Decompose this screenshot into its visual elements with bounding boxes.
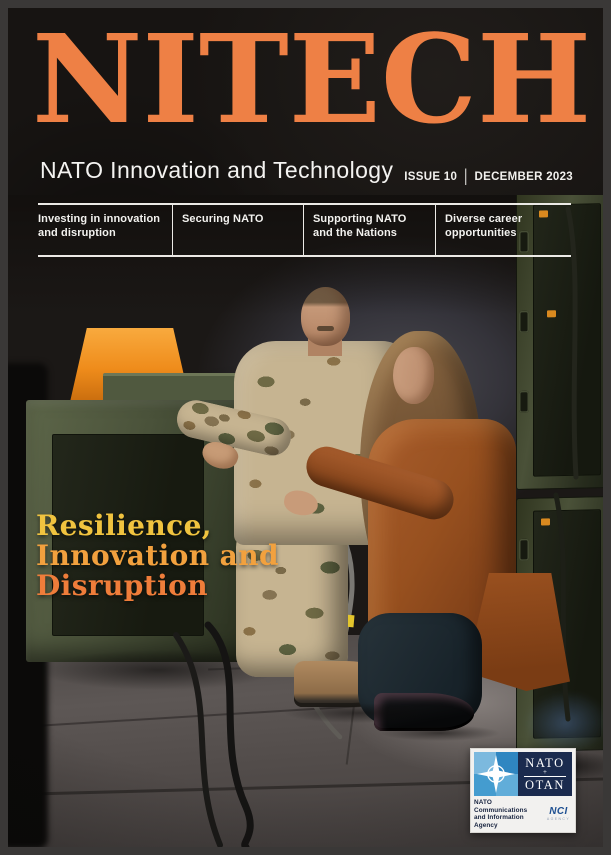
topic-supporting: Supporting NATO and the Nations <box>303 205 435 255</box>
photo-vignette <box>8 195 603 847</box>
nato-otan-wordmark: NATO + OTAN <box>518 752 572 796</box>
cover-subtitle: NATO Innovation and Technology <box>40 157 394 183</box>
topic-careers: Diverse career opportunities <box>435 205 571 255</box>
topic-securing: Securing NATO <box>172 205 303 255</box>
topic-line: opportunities <box>445 227 517 239</box>
issue-separator: | <box>464 167 468 187</box>
agency-name-line-1: NATO Communications <box>474 799 528 814</box>
logo-divider <box>523 775 567 777</box>
topic-line: Investing in innovation <box>38 213 161 225</box>
topic-line: and the Nations <box>313 227 398 239</box>
headline-line-2: Innovation and <box>36 539 279 572</box>
headline-line-3: Disruption <box>36 569 208 602</box>
masthead-title: NITECH <box>32 8 592 151</box>
nato-logo-top: NATO + OTAN <box>474 752 572 796</box>
nato-compass-icon <box>477 755 515 793</box>
nci-agency-logo: NATO + OTAN NATO Communications and Info… <box>470 748 576 833</box>
cover-photo: Resilience, Innovation and Disruption <box>8 195 603 847</box>
nato-text: NATO <box>525 755 565 770</box>
agency-name-line-2: and Information Agency <box>474 814 524 829</box>
nci-wordmark: NCI <box>549 806 568 817</box>
topic-line: Supporting NATO <box>313 213 407 225</box>
topics-bar: Investing in innovation and disruption S… <box>38 203 571 257</box>
topic-investing: Investing in innovation and disruption <box>38 205 172 255</box>
issue-number: ISSUE 10 <box>404 171 458 183</box>
otan-text: OTAN <box>524 777 566 792</box>
topic-line: Securing NATO <box>182 213 264 225</box>
issue-date-line: ISSUE 10 | DECEMBER 2023 <box>404 168 573 187</box>
topic-line: Diverse career <box>445 213 523 225</box>
agency-strip: NATO Communications and Information Agen… <box>474 799 572 829</box>
topic-line: and disruption <box>38 227 116 239</box>
issue-date: DECEMBER 2023 <box>474 171 573 183</box>
cover-headline: Resilience, Innovation and Disruption <box>36 511 279 601</box>
headline-line-1: Resilience, <box>36 509 212 542</box>
nato-blue-quadrants <box>474 752 518 796</box>
magazine-cover: Resilience, Innovation and Disruption <box>8 8 603 847</box>
agency-name: NATO Communications and Information Agen… <box>474 799 542 829</box>
compass-mark: + <box>543 767 547 776</box>
nci-sub-label: AGENCY <box>546 817 571 821</box>
nci-badge: NCI AGENCY <box>545 806 572 822</box>
